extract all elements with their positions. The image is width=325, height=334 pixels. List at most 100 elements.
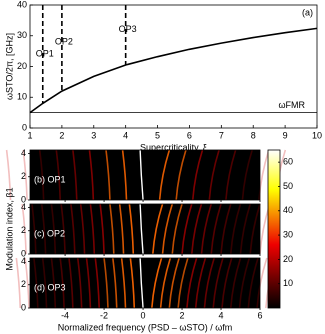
y-tick-label: 30	[17, 30, 27, 40]
panel-label: (c) OP2	[34, 228, 65, 238]
streak	[247, 257, 259, 309]
heatmap-background	[30, 150, 260, 200]
y-tick-label: 0	[21, 194, 26, 204]
panel-frame	[29, 203, 261, 255]
streak	[79, 203, 86, 255]
panel-label: (a)	[302, 7, 313, 17]
streak	[151, 257, 163, 309]
streak	[238, 257, 251, 309]
y-tick-label: 40	[17, 0, 27, 9]
colorbar-tick-label: 50	[283, 181, 293, 191]
streak	[200, 203, 213, 255]
y-tick-label: 2	[21, 225, 26, 235]
streak	[129, 257, 136, 309]
x-tick-label: -4	[61, 310, 69, 320]
y-tick-label: 20	[17, 61, 27, 71]
streak	[177, 257, 189, 309]
heatmap-streaks	[5, 149, 287, 201]
y-tick-label: 4	[21, 256, 26, 266]
streak	[33, 257, 39, 309]
streak	[40, 203, 47, 255]
streak	[121, 149, 128, 201]
streak	[241, 149, 253, 201]
plot-frame	[29, 4, 318, 129]
x-tick-label: 4	[123, 130, 128, 140]
center-line	[139, 149, 144, 201]
line-series	[29, 27, 318, 114]
streak	[70, 203, 76, 255]
y-tick-label: 2	[21, 171, 26, 181]
op-label: OP3	[119, 24, 137, 34]
streak	[55, 149, 62, 201]
streak	[22, 149, 28, 201]
streak	[181, 203, 193, 255]
x-tick-label: 7	[219, 130, 224, 140]
streak	[229, 257, 242, 309]
panel-frame	[29, 257, 261, 309]
panel-frame	[29, 149, 261, 201]
streak	[103, 257, 109, 309]
x-tick-label: 4	[219, 310, 224, 320]
streak	[105, 149, 111, 201]
streak	[249, 203, 261, 255]
streak	[220, 203, 232, 255]
y-tick-label: 0	[22, 122, 27, 132]
streak	[88, 149, 95, 201]
streak	[50, 257, 57, 309]
colorbar	[267, 149, 281, 309]
streak	[191, 149, 204, 201]
streak	[194, 257, 207, 309]
x-tick-label: 6	[187, 130, 192, 140]
colorbar-tick-label: 10	[283, 278, 293, 288]
streak	[203, 257, 215, 309]
x-tick-label: 2	[59, 130, 64, 140]
x-axis-label: Supercriticality, ξ	[140, 142, 207, 152]
colorbar-tick-label: 30	[283, 229, 293, 239]
streak	[128, 203, 135, 255]
op-label: OP1	[36, 49, 54, 59]
streak	[99, 203, 105, 255]
heatmap-streaks	[15, 257, 277, 309]
streak	[212, 257, 224, 309]
heatmap-background	[30, 204, 260, 254]
x-tick-label: 6	[257, 310, 262, 320]
x-tick-label: -2	[100, 310, 108, 320]
y-axis-label: ωSTO/2π, [GHz]	[4, 33, 14, 100]
streak	[76, 257, 83, 309]
x-tick-label: 10	[312, 130, 322, 140]
y-tick-label: 4	[21, 202, 26, 212]
y-tick-label: 0	[21, 248, 26, 258]
colorbar-tick-label: 60	[283, 157, 293, 167]
streak	[112, 257, 118, 309]
streak	[120, 257, 127, 309]
panel-label: (b) OP1	[34, 174, 66, 184]
streak	[109, 203, 115, 255]
y-tick-label: 0	[21, 302, 26, 312]
x-tick-label: 3	[91, 130, 96, 140]
streak	[171, 203, 183, 255]
streak	[159, 257, 172, 309]
streak	[229, 203, 242, 255]
streak	[151, 203, 164, 255]
colorbar-tick-label: 40	[283, 205, 293, 215]
streak	[118, 203, 125, 255]
streak	[94, 257, 100, 309]
heatmap-streaks	[21, 203, 271, 255]
streak	[41, 257, 48, 309]
x-tick-label: 5	[155, 130, 160, 140]
streak	[186, 257, 198, 309]
y-tick-label: 10	[17, 92, 27, 102]
streak	[68, 257, 74, 309]
streak	[5, 149, 12, 201]
streak	[50, 203, 57, 255]
streak	[221, 257, 233, 309]
streak	[15, 257, 22, 309]
streak	[239, 203, 252, 255]
streak	[210, 203, 222, 255]
streak	[38, 149, 45, 201]
streak	[225, 149, 237, 201]
streak	[158, 149, 171, 201]
x-tick-label: 9	[283, 130, 288, 140]
streak	[60, 203, 66, 255]
